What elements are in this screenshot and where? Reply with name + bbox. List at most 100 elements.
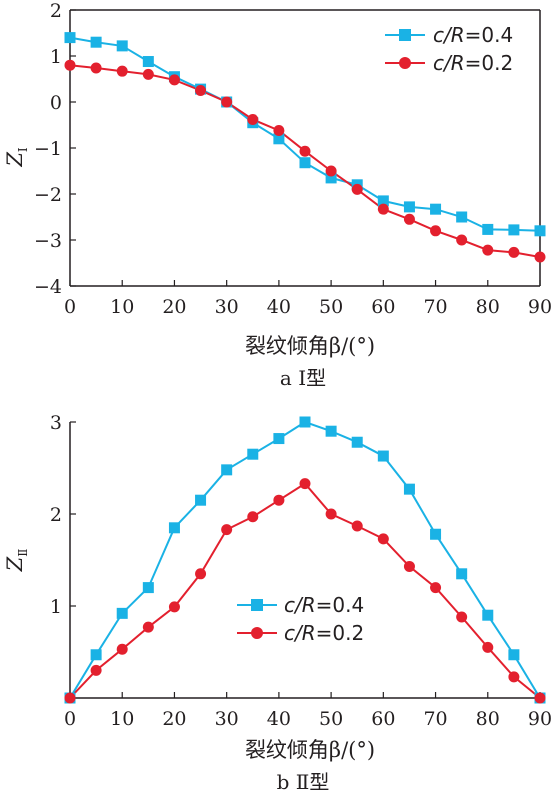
chart-a-legend-marker-c02 [399,57,411,69]
data-point-c02 [351,520,363,532]
data-point-c02 [508,246,520,258]
data-point-c02 [534,251,546,263]
data-point-c02 [195,85,207,96]
data-point-c02 [430,225,442,237]
data-point-c02 [377,533,389,545]
x-tick-label: 20 [162,708,186,730]
data-point-c02 [534,692,546,704]
data-point-c02 [482,244,494,256]
x-tick-label: 90 [528,708,552,730]
data-point-c04 [430,528,442,540]
chart-b-legend-marker-c04 [251,599,263,611]
chart-a-legend-label-c02: c/R=0.2 [433,51,513,75]
data-point-c02 [377,203,389,215]
x-tick-label: 80 [476,708,500,730]
chart-a-xlabel: 裂纹倾角β/(°) [245,334,375,358]
data-point-c04 [508,224,520,236]
data-point-c04 [403,201,415,213]
data-point-c04 [116,40,128,52]
data-point-c02 [168,74,180,86]
chart-b-ylabel: ZⅡ [3,549,30,573]
x-tick-label: 10 [110,296,134,318]
data-point-c02 [142,68,154,80]
data-point-c02 [90,664,102,676]
chart-b: 0 10 20 30 40 50 60 70 80 90 1 2 3 ZⅡ 裂纹倾角β/(°) b Ⅱ型… [3,412,552,794]
x-tick-label: 20 [162,296,186,318]
data-point-c02 [508,671,520,683]
data-point-c04 [273,433,285,445]
data-point-c04 [195,494,207,506]
x-tick-label: 50 [319,296,343,318]
data-point-c04 [273,133,285,145]
series-line-c02 [69,482,541,699]
data-point-c04 [247,448,259,460]
chart-b-series [64,416,546,704]
y-tick-label: 1 [50,596,62,618]
chart-a-series [64,32,546,263]
x-tick-label: 40 [267,296,291,318]
chart-b-axes: 0 10 20 30 40 50 60 70 80 90 1 2 3 [50,412,552,730]
x-tick-label: 50 [319,708,343,730]
series-line-c04 [69,420,541,699]
y-tick-label: −4 [34,276,62,298]
x-tick-label: 30 [215,708,239,730]
x-tick-label: 0 [64,296,76,318]
data-point-c02 [403,213,415,225]
chart-b-legend-label-c02: c/R=0.2 [284,621,364,645]
x-tick-label: 80 [476,296,500,318]
data-point-c02 [482,641,494,653]
chart-a-legend: c/R=0.4 c/R=0.2 [385,23,513,75]
data-point-c04 [90,36,102,48]
chart-a-legend-marker-c04 [399,29,411,41]
x-tick-label: 70 [423,296,447,318]
y-tick-label: 3 [50,412,62,434]
data-point-c02 [142,621,154,633]
data-point-c02 [456,611,468,623]
data-point-c04 [325,172,337,184]
y-tick-label: −2 [34,184,62,206]
data-point-c02 [325,508,337,520]
x-tick-label: 30 [215,296,239,318]
chart-b-caption: b Ⅱ型 [277,770,330,794]
data-point-c04 [351,436,363,448]
chart-a-ylabel: ZⅠ [3,147,30,168]
chart-b-legend-marker-c02 [251,627,263,639]
data-point-c02 [247,113,259,125]
x-tick-label: 60 [371,708,395,730]
data-point-c04 [325,425,337,437]
data-point-c04 [64,32,76,44]
data-point-c04 [168,522,180,534]
data-point-c02 [456,234,468,246]
chart-a: 0 10 20 30 40 50 60 70 80 90 −4 −3 −2 −1 0 1 2 ZⅠ 裂纹倾角β/… [3,0,552,390]
data-point-c02 [195,568,207,580]
data-point-c04 [377,195,389,207]
data-point-c02 [351,183,363,195]
data-point-c02 [403,560,415,572]
x-tick-label: 60 [371,296,395,318]
x-tick-label: 40 [267,708,291,730]
data-point-c02 [116,643,128,655]
data-point-c02 [325,165,337,177]
data-point-c02 [64,59,76,71]
data-point-c02 [247,511,259,523]
data-point-c02 [273,494,285,506]
x-tick-label: 10 [110,708,134,730]
data-point-c04 [221,464,233,476]
data-point-c02 [64,692,76,704]
chart-b-legend: c/R=0.4 c/R=0.2 [237,593,364,645]
data-point-c04 [299,416,311,428]
data-point-c04 [377,450,389,462]
y-tick-label: −1 [34,138,62,160]
data-point-c04 [508,649,520,661]
data-point-c04 [456,568,468,580]
data-point-c04 [482,609,494,621]
data-point-c04 [90,649,102,661]
y-tick-label: 2 [50,0,62,22]
data-point-c02 [221,524,233,536]
y-tick-label: 2 [50,504,62,526]
chart-a-caption: a Ⅰ型 [280,366,326,390]
data-point-c04 [142,56,154,68]
data-point-c02 [168,601,180,613]
x-tick-label: 0 [64,708,76,730]
